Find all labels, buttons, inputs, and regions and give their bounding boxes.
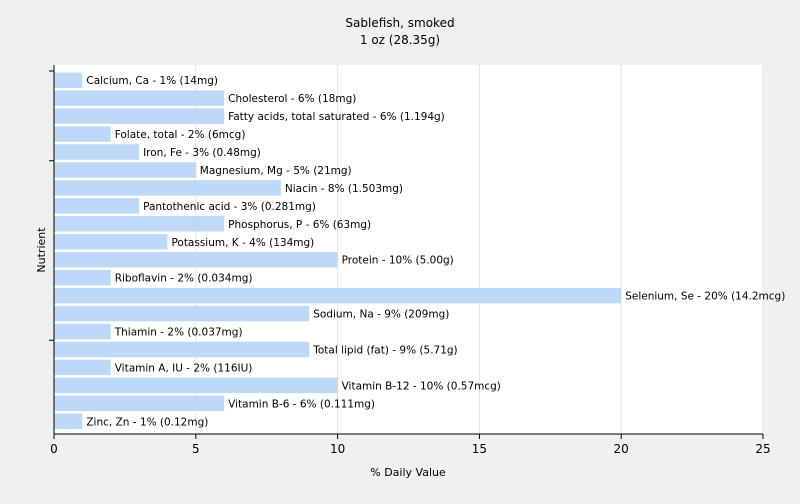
chart-subtitle: 1 oz (28.35g) [360,33,440,47]
bar-labels: Calcium, Ca - 1% (14mg) Cholesterol - 6% … [86,75,785,428]
bar [54,216,225,232]
bar [54,108,225,124]
bar [54,234,168,250]
bar-label: Magnesium, Mg - 5% (21mg) [200,165,352,177]
bar [54,198,140,214]
x-tick-label: 10 [330,442,345,456]
bar-label: Iron, Fe - 3% (0.48mg) [143,147,261,159]
chart-title: Sablefish, smoked [345,16,454,30]
x-tick-label: 15 [472,442,487,456]
bar [54,126,111,142]
axes: 0 5 10 15 20 25 [49,65,771,456]
bar [54,252,338,268]
bar [54,90,225,106]
bar-label: Selenium, Se - 20% (14.2mcg) [625,291,785,303]
bar-label: Phosphorus, P - 6% (63mg) [228,219,371,231]
x-axis-title: % Daily Value [370,466,446,479]
bar-label: Vitamin A, IU - 2% (116IU) [115,362,253,374]
bar-label: Riboflavin - 2% (0.034mg) [115,273,253,285]
bar-label: Vitamin B-6 - 6% (0.111mg) [228,398,375,410]
bar-label: Vitamin B-12 - 10% (0.57mcg) [342,380,501,392]
bar-label: Fatty acids, total saturated - 6% (1.194… [228,111,445,123]
bar-label: Potassium, K - 4% (134mg) [171,237,314,249]
bar [54,395,225,412]
bar-label: Calcium, Ca - 1% (14mg) [86,75,218,87]
bar [54,72,83,88]
plot-background [54,65,763,434]
bar [54,341,310,358]
bar [54,413,83,429]
bar-label: Total lipid (fat) - 9% (5.71g) [312,344,457,356]
bar-label: Thiamin - 2% (0.037mg) [114,327,243,339]
bars [54,72,622,429]
bar [54,162,196,178]
bar [54,359,111,376]
bar-label: Niacin - 8% (1.503mg) [285,183,403,195]
bar [54,144,140,160]
y-axis-title: Nutrient [35,227,48,273]
bar-label: Folate, total - 2% (6mcg) [115,129,246,141]
bar [54,323,111,340]
bar [54,377,338,394]
bar [54,180,281,196]
bar [54,269,111,286]
x-tick-label: 0 [50,442,58,456]
bar-label: Pantothenic acid - 3% (0.281mg) [143,201,316,213]
x-tick-label: 25 [755,442,770,456]
bar-label: Protein - 10% (5.00g) [342,255,454,267]
bar-label: Cholesterol - 6% (18mg) [228,93,356,105]
bar [54,305,310,322]
grid-lines [195,65,764,434]
bar-label: Sodium, Na - 9% (209mg) [313,309,449,321]
bar [54,287,622,304]
x-tick-label: 20 [614,442,629,456]
bar-label: Zinc, Zn - 1% (0.12mg) [86,416,208,428]
x-tick-label: 5 [192,442,200,456]
